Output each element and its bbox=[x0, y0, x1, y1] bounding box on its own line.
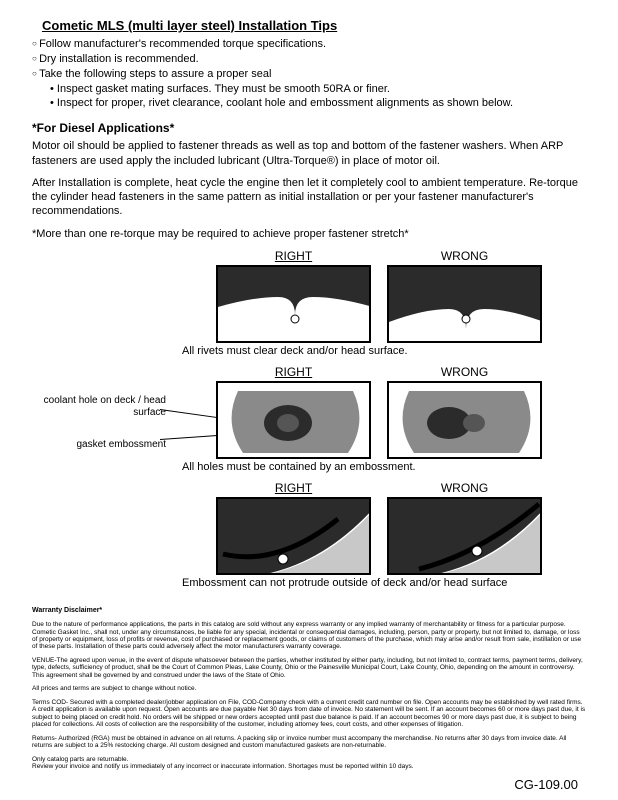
warranty-disclaimer: Warranty Disclaimer* Due to the nature o… bbox=[32, 607, 586, 771]
caption: Embossment can not protrude outside of d… bbox=[182, 577, 586, 589]
fig-emboss-wrong bbox=[387, 497, 542, 575]
fig-label-right: RIGHT bbox=[275, 481, 312, 495]
caption: All rivets must clear deck and/or head s… bbox=[182, 345, 586, 357]
paragraph: *More than one re-torque may be required… bbox=[32, 227, 586, 241]
fig-label-right: RIGHT bbox=[275, 249, 312, 263]
fig-emboss-right bbox=[216, 497, 371, 575]
diagrams: RIGHT WRONG All rivets must c bbox=[32, 249, 586, 589]
bullet-subitem: Inspect for proper, rivet clearance, coo… bbox=[32, 96, 586, 111]
page-number: CG-109.00 bbox=[514, 777, 578, 792]
fig-label-wrong: WRONG bbox=[441, 249, 488, 263]
fig-hole-right bbox=[216, 381, 371, 459]
bullet-item: Dry installation is recommended. bbox=[32, 52, 586, 67]
label-coolant: coolant hole on deck / head surface bbox=[32, 395, 166, 419]
diesel-heading: *For Diesel Applications* bbox=[32, 121, 586, 135]
fig-rivet-right bbox=[216, 265, 371, 343]
disclaimer-para: VENUE-The agreed upon venue, in the even… bbox=[32, 657, 586, 679]
disclaimer-para: Terms COD- Secured with a completed deal… bbox=[32, 699, 586, 729]
label-embossment: gasket embossment bbox=[32, 439, 166, 451]
disclaimer-para: Returns- Authorized (RGA) must be obtain… bbox=[32, 735, 586, 750]
fig-label-wrong: WRONG bbox=[441, 481, 488, 495]
paragraph: After Installation is complete, heat cyc… bbox=[32, 176, 586, 219]
disclaimer-para: Only catalog parts are returnable. Revie… bbox=[32, 756, 586, 771]
bullet-item: Take the following steps to assure a pro… bbox=[32, 67, 586, 82]
disclaimer-para: Due to the nature of performance applica… bbox=[32, 621, 586, 651]
disclaimer-head: Warranty Disclaimer* bbox=[32, 607, 586, 615]
bullet-subitem: Inspect gasket mating surfaces. They mus… bbox=[32, 82, 586, 97]
paragraph: Motor oil should be applied to fastener … bbox=[32, 139, 586, 168]
bullet-list: Follow manufacturer's recommended torque… bbox=[32, 37, 586, 111]
fig-hole-wrong bbox=[387, 381, 542, 459]
fig-label-wrong: WRONG bbox=[441, 365, 488, 379]
page-title: Cometic MLS (multi layer steel) Installa… bbox=[42, 18, 586, 33]
caption: All holes must be contained by an emboss… bbox=[182, 461, 586, 473]
disclaimer-para: All prices and terms are subject to chan… bbox=[32, 685, 586, 692]
bullet-item: Follow manufacturer's recommended torque… bbox=[32, 37, 586, 52]
fig-label-right: RIGHT bbox=[275, 365, 312, 379]
fig-rivet-wrong bbox=[387, 265, 542, 343]
side-labels: coolant hole on deck / head surface gask… bbox=[32, 365, 172, 451]
